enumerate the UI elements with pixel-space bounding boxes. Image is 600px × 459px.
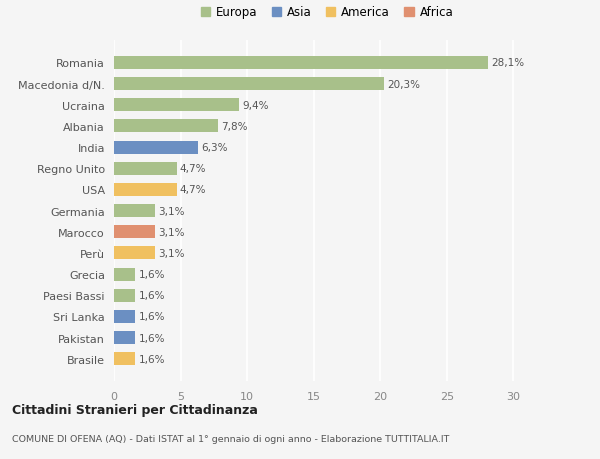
Text: 3,1%: 3,1% — [158, 248, 185, 258]
Bar — [114, 57, 488, 70]
Legend: Europa, Asia, America, Africa: Europa, Asia, America, Africa — [200, 6, 454, 19]
Text: 28,1%: 28,1% — [491, 58, 524, 68]
Text: 1,6%: 1,6% — [139, 354, 165, 364]
Text: 3,1%: 3,1% — [158, 227, 185, 237]
Bar — [114, 120, 218, 133]
Text: 7,8%: 7,8% — [221, 122, 248, 132]
Text: Cittadini Stranieri per Cittadinanza: Cittadini Stranieri per Cittadinanza — [12, 403, 258, 416]
Text: 6,3%: 6,3% — [201, 143, 227, 153]
Text: 1,6%: 1,6% — [139, 333, 165, 343]
Text: 20,3%: 20,3% — [388, 79, 421, 90]
Text: 3,1%: 3,1% — [158, 206, 185, 216]
Bar — [114, 247, 155, 260]
Text: 1,6%: 1,6% — [139, 312, 165, 322]
Text: 1,6%: 1,6% — [139, 269, 165, 280]
Bar — [114, 289, 136, 302]
Bar — [114, 184, 176, 196]
Bar — [114, 99, 239, 112]
Text: 9,4%: 9,4% — [242, 101, 269, 111]
Bar — [114, 353, 136, 365]
Bar — [114, 141, 198, 154]
Bar — [114, 162, 176, 175]
Text: COMUNE DI OFENA (AQ) - Dati ISTAT al 1° gennaio di ogni anno - Elaborazione TUTT: COMUNE DI OFENA (AQ) - Dati ISTAT al 1° … — [12, 434, 449, 442]
Bar — [114, 226, 155, 239]
Text: 1,6%: 1,6% — [139, 291, 165, 301]
Text: 4,7%: 4,7% — [180, 185, 206, 195]
Bar — [114, 205, 155, 218]
Bar — [114, 78, 384, 91]
Bar — [114, 268, 136, 281]
Bar — [114, 331, 136, 344]
Text: 4,7%: 4,7% — [180, 164, 206, 174]
Bar — [114, 310, 136, 323]
